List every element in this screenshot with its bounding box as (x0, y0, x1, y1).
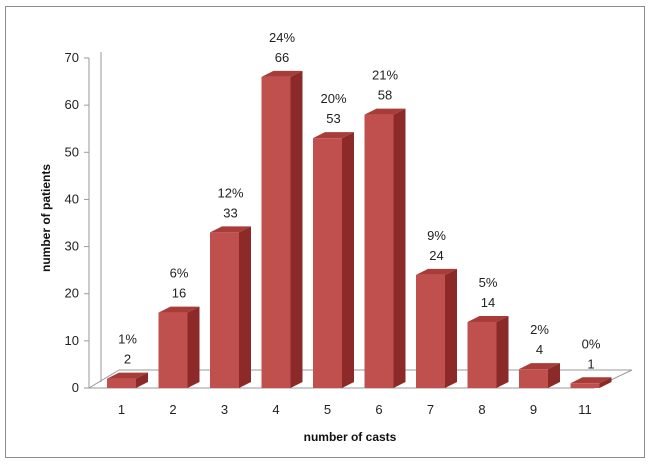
bar-front-face (261, 76, 291, 388)
bar-front-face (210, 232, 239, 388)
bar-top-face (519, 363, 560, 370)
x-tick-label: 6 (375, 402, 382, 417)
bars (107, 70, 612, 389)
y-tick-label: 50 (65, 144, 79, 159)
bar-top-face (158, 306, 200, 313)
value-label: 14 (481, 295, 495, 310)
bar-side-face (445, 268, 457, 388)
bar-top-face (467, 316, 509, 322)
y-tick-label: 20 (65, 286, 79, 301)
bar-side-face (136, 372, 148, 388)
x-tick-label: 9 (530, 402, 537, 417)
y-tick-label: 10 (65, 333, 79, 348)
bar (467, 316, 509, 388)
percent-label: 9% (427, 228, 446, 243)
bar-top-face (107, 372, 148, 379)
bar-front-face (416, 274, 445, 388)
value-label: 2 (124, 352, 131, 367)
y-tick-label: 0 (72, 380, 79, 395)
x-tick-label: 7 (427, 402, 434, 417)
percent-label: 21% (372, 68, 398, 83)
percent-label: 6% (170, 266, 189, 281)
value-label: 16 (172, 286, 186, 301)
bar (570, 377, 612, 388)
value-label: 1 (587, 356, 594, 371)
x-axis-ticks: 1 2 3 4 5 6 7 8 9 11 (118, 402, 592, 417)
bar-top-face (210, 226, 251, 233)
x-tick-label: 11 (578, 402, 592, 417)
bar-top-face (416, 268, 457, 275)
bar-front-face (467, 322, 497, 388)
bar-side-face (187, 306, 200, 388)
y-tick-label: 30 (65, 239, 79, 254)
bar (107, 372, 148, 388)
bar-front-face (158, 312, 188, 388)
bar-side-face (599, 377, 612, 388)
value-label: 58 (378, 88, 392, 103)
x-tick-label: 3 (221, 402, 228, 417)
y-axis-title: number of patients (39, 164, 53, 272)
bar-side-face (393, 108, 406, 389)
bar-front-face (364, 114, 394, 389)
percent-label: 2% (530, 322, 549, 337)
bar-side-face (342, 132, 354, 388)
bar-front-face (570, 383, 600, 388)
value-label: 4 (536, 342, 543, 357)
bar-top-face (261, 70, 303, 77)
y-axis-ticks: 0 10 20 30 40 50 60 70 (65, 50, 89, 395)
value-label: 24 (429, 248, 443, 263)
bar (313, 132, 354, 388)
x-tick-label: 1 (118, 402, 125, 417)
y-tick-label: 70 (65, 50, 79, 65)
bar (364, 108, 406, 389)
bar-front-face (313, 138, 342, 388)
bar (261, 70, 303, 388)
percent-label: 5% (479, 275, 498, 290)
x-tick-label: 4 (272, 402, 279, 417)
x-tick-label: 8 (478, 402, 485, 417)
bar-front-face (519, 369, 548, 388)
percent-label: 24% (269, 30, 295, 45)
bar-top-face (570, 377, 612, 384)
bar-top-face (364, 108, 406, 115)
y-tick-label: 40 (65, 191, 79, 206)
bar (210, 226, 251, 388)
bar (158, 306, 200, 388)
bar (416, 268, 457, 388)
x-tick-label: 2 (169, 402, 176, 417)
bar-side-face (290, 70, 303, 388)
value-label: 66 (275, 50, 289, 65)
value-label: 53 (326, 111, 340, 126)
x-axis-title: number of casts (304, 430, 397, 444)
percent-label: 12% (217, 185, 243, 200)
percent-label: 0% (582, 336, 601, 351)
bar-front-face (107, 378, 136, 388)
bar-side-face (548, 363, 560, 388)
value-label: 33 (223, 205, 237, 220)
percent-label: 1% (118, 332, 137, 347)
x-tick-label: 5 (324, 402, 331, 417)
bar-side-face (239, 226, 251, 388)
percent-label: 20% (320, 91, 346, 106)
y-tick-label: 60 (65, 97, 79, 112)
bar-side-face (496, 316, 509, 388)
bar (519, 363, 560, 388)
bar-top-face (313, 132, 354, 139)
